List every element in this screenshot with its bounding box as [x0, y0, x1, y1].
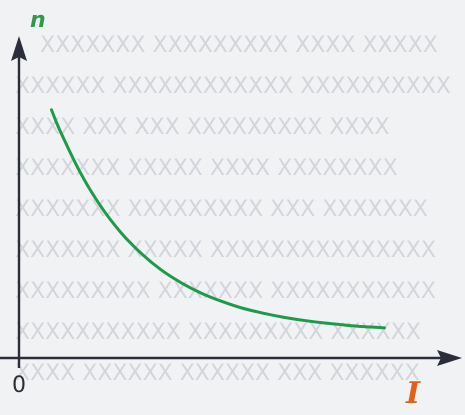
x-axis-arrowhead: [437, 350, 462, 366]
series-curve: [49, 108, 386, 330]
y-axis-arrowhead: [11, 36, 27, 61]
y-axis-label: n: [30, 8, 46, 33]
origin-label: 0: [12, 373, 26, 398]
x-axis-label: I: [405, 376, 421, 411]
axes: [0, 36, 462, 368]
